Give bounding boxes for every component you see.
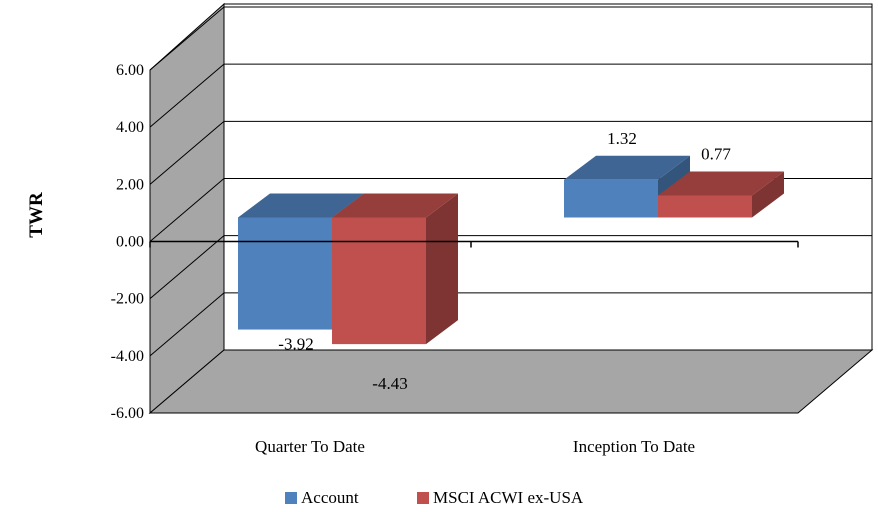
gridline-side — [149, 63, 225, 128]
legend-item: MSCI ACWI ex-USA — [417, 488, 584, 507]
y-axis-title: TWR — [26, 192, 47, 238]
bar-top-face — [332, 193, 458, 218]
bar-front-face — [658, 195, 752, 218]
data-label: 0.77 — [701, 144, 731, 163]
data-labels: -3.92 -4.43 1.32 0.77 — [278, 129, 731, 393]
x-category-label: Quarter To Date — [255, 437, 365, 456]
chart-side-wall — [149, 2, 225, 415]
bars — [238, 155, 784, 345]
bar-top-face — [238, 193, 364, 218]
y-tick-label: 0.00 — [116, 234, 144, 251]
gridline-side — [149, 235, 225, 300]
data-label: -4.43 — [372, 374, 407, 393]
y-axis-tick-labels: 6.00 4.00 2.00 0.00 -2.00 -4.00 -6.00 — [111, 62, 144, 422]
y-tick-label: -6.00 — [111, 405, 144, 422]
data-label: -3.92 — [278, 335, 313, 354]
y-tick-label: 6.00 — [116, 62, 144, 79]
legend-swatch — [417, 492, 429, 504]
gridline-side — [149, 120, 225, 185]
bar-side-face — [752, 171, 784, 218]
bar — [564, 155, 690, 218]
bar — [332, 193, 458, 345]
y-tick-label: 2.00 — [116, 176, 144, 193]
legend-item: Account — [285, 488, 359, 507]
gridline-side — [149, 178, 225, 242]
bar-side-face — [426, 193, 458, 345]
bar-top-face — [564, 155, 690, 180]
zero-axis — [149, 240, 799, 248]
bar-front-face — [238, 217, 332, 330]
x-category-label: Inception To Date — [573, 437, 695, 456]
legend-label: MSCI ACWI ex-USA — [433, 488, 584, 507]
bar-top-face — [658, 171, 784, 196]
x-axis-category-labels: Quarter To Date Inception To Date — [255, 437, 695, 456]
bar-front-face — [564, 179, 658, 218]
legend: Account MSCI ACWI ex-USA — [285, 488, 584, 507]
data-label: 1.32 — [607, 129, 637, 148]
legend-label: Account — [301, 488, 359, 507]
y-tick-label: -4.00 — [111, 348, 144, 365]
y-tick-label: -2.00 — [111, 291, 144, 308]
gridline-side — [149, 292, 225, 357]
bar — [658, 171, 784, 218]
bar-front-face — [332, 217, 426, 345]
chart-floor — [148, 349, 874, 414]
gridline-side — [149, 6, 225, 71]
y-tick-label: 4.00 — [116, 119, 144, 136]
legend-swatch — [285, 492, 297, 504]
